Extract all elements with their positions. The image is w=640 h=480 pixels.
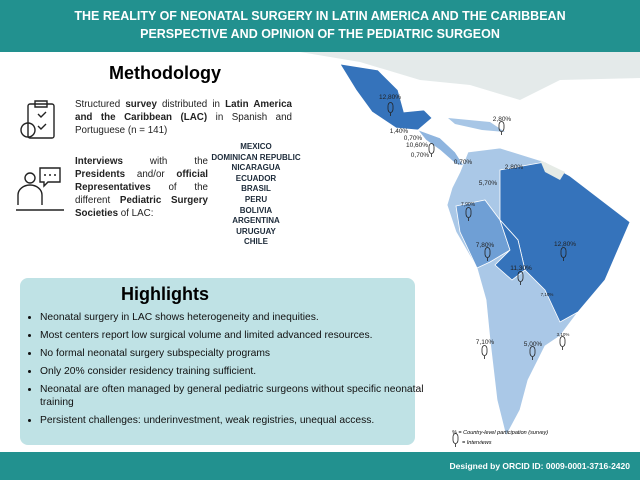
header: THE REALITY OF NEONATAL SURGERY IN LATIN…	[0, 0, 640, 52]
text: of the different	[75, 182, 208, 206]
highlight-item: Persistent challenges: underinvestment, …	[40, 414, 430, 427]
mic-icon	[559, 336, 566, 350]
survey-icon-detail	[34, 100, 48, 130]
mic-icon	[481, 345, 488, 359]
mic-icon	[387, 102, 394, 116]
central-america	[417, 129, 465, 167]
footer	[0, 452, 640, 480]
mic-icon	[517, 271, 524, 285]
highlight-item: Neonatal surgery in LAC shows heterogene…	[40, 311, 430, 324]
highlight-item: Neonatal are often managed by general pe…	[40, 383, 430, 409]
map-label: 7,80%	[476, 242, 495, 249]
map-label: 0,70%	[454, 159, 473, 166]
country: NICARAGUA	[231, 163, 281, 173]
map-label: 1,40%	[390, 128, 409, 135]
header-title: THE REALITY OF NEONATAL SURGERY IN LATIN…	[74, 9, 566, 23]
map-label: 12,80%	[554, 241, 576, 248]
map-label: 3,10%	[557, 332, 570, 337]
country-list: MEXICO DOMINICAN REPUBLIC NICARAGUA ECUADOR…	[195, 142, 317, 248]
country: URUGUAY	[236, 226, 276, 236]
text: Interviews	[75, 156, 123, 167]
highlight-item: Most centers report low surgical volume …	[40, 329, 430, 342]
highlights-box	[20, 278, 415, 445]
header-subtitle: PERSPECTIVE AND OPINION OF THE PEDIATRIC…	[140, 27, 500, 41]
text: of LAC:	[118, 208, 154, 219]
map-label: 5,70%	[479, 180, 498, 187]
country: PERU	[244, 194, 268, 204]
map-label: 7,10%	[541, 292, 554, 297]
mexico	[339, 63, 433, 131]
mic-icon	[529, 346, 536, 360]
map-label: 0,70%	[404, 135, 423, 142]
text: in Spanish and Portuguese (n = 141)	[75, 112, 292, 136]
map-label: 7,90%	[461, 202, 476, 208]
mic-icon	[465, 207, 472, 221]
highlight-item: Only 20% consider residency training suf…	[40, 365, 430, 378]
highlights-list: Neonatal surgery in LAC shows heterogene…	[22, 311, 430, 432]
map-label: 12,80%	[379, 94, 401, 101]
map-label: 7,10%	[476, 339, 495, 346]
country: DOMINICAN REPUBLIC	[211, 152, 301, 162]
survey-icon-badge	[20, 122, 36, 138]
survey-icon	[27, 103, 55, 139]
country: BRASIL	[241, 184, 271, 194]
country: ARGENTINA	[232, 216, 280, 226]
mic-icon	[498, 121, 505, 135]
country: BOLIVIA	[239, 205, 273, 215]
country: MEXICO	[240, 142, 272, 151]
mic-icon	[560, 247, 567, 261]
footer-credit: Designed by ORCID ID: 0009-0001-3716-242…	[449, 461, 630, 471]
legend-interviews: = Interviews	[462, 440, 492, 446]
guianas	[540, 160, 565, 180]
text: with the	[122, 156, 208, 167]
map-label: 2,80%	[505, 164, 524, 171]
text: Latin America and the Caribbean (LAC)	[75, 99, 292, 123]
interview-icon	[16, 167, 64, 211]
interview-icon-head	[24, 172, 36, 184]
country: CHILE	[244, 237, 268, 247]
text: survey	[125, 99, 157, 110]
text: Presidents	[75, 169, 126, 180]
methodology-title: Methodology	[109, 63, 221, 83]
bolivia	[494, 219, 526, 281]
highlight-item: No formal neonatal surgery subspecialty …	[40, 347, 430, 360]
mic-icon	[484, 247, 491, 261]
legend-survey: % = Country-level participation (survey)	[452, 430, 548, 436]
mic-icon	[452, 433, 459, 447]
map-label: 11,30%	[510, 265, 532, 272]
text: and/or	[125, 169, 177, 180]
map-label: 10,60%	[406, 142, 428, 149]
mic-icon	[428, 143, 435, 157]
interviews-text: Interviews with the Presidents and/or of…	[75, 155, 208, 220]
north-america	[300, 52, 640, 100]
text: distributed in	[156, 99, 226, 110]
map-label: 0,70%	[411, 152, 430, 159]
survey-text: Structured survey distributed in Latin A…	[75, 98, 292, 137]
caribbean	[448, 118, 505, 132]
map-label: 2,80%	[493, 116, 512, 123]
map-label: 5,00%	[524, 341, 543, 348]
highlights-title: Highlights	[121, 284, 209, 304]
country: ECUADOR	[235, 173, 277, 183]
text: Structured	[75, 99, 126, 110]
text: official Representatives	[75, 169, 208, 193]
text: Pediatric Surgery Societies	[75, 195, 208, 219]
